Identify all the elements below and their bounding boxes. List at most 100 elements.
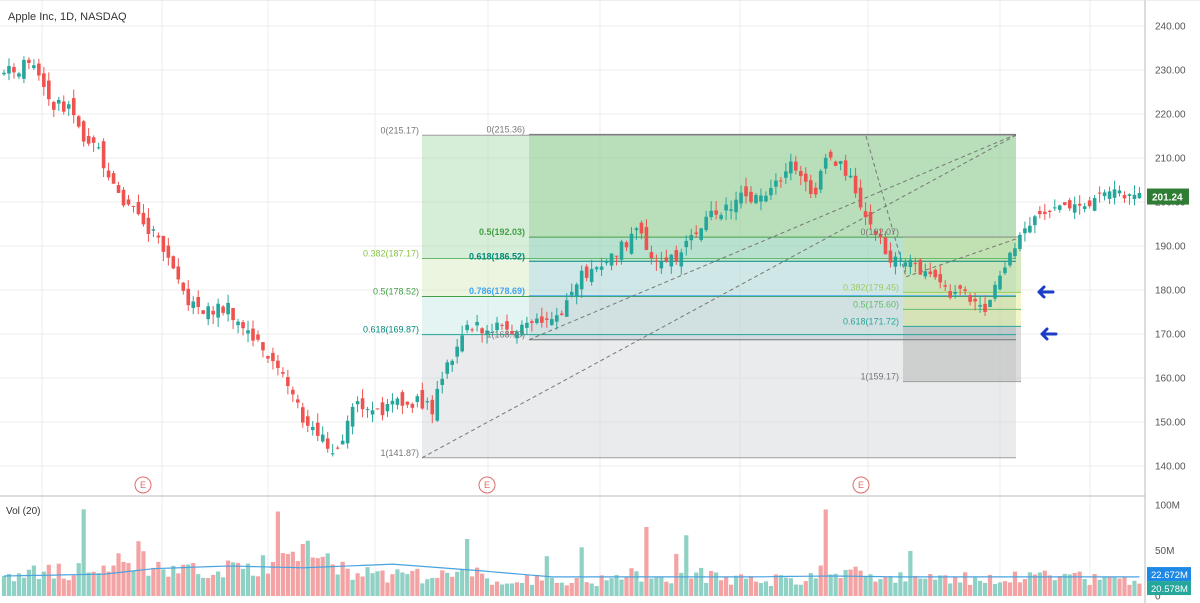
volume-bar [968, 584, 973, 596]
volume-bar [101, 565, 106, 596]
volume-bar [1122, 577, 1127, 596]
candle-body [888, 250, 893, 263]
candle-body [729, 209, 733, 211]
volume-bar [186, 564, 191, 596]
volume-ma-value: 22.672M [1151, 570, 1188, 581]
volume-bar [913, 575, 918, 596]
fib-left-label: 1(141.87) [380, 448, 419, 458]
candle-body [649, 252, 654, 259]
candle-body [480, 328, 484, 334]
candle-body [181, 282, 186, 291]
fib-left-zone [422, 334, 1016, 458]
price-tick-label: 170.00 [1155, 330, 1186, 341]
candle-body [1127, 194, 1132, 196]
volume-bar [943, 575, 948, 596]
volume-bar [614, 574, 619, 596]
volume-bar [275, 511, 280, 596]
volume-bar [938, 575, 943, 596]
candle-body [1062, 202, 1067, 205]
volume-bar [470, 576, 475, 596]
volume-bar [265, 573, 271, 596]
candle-body [724, 204, 728, 211]
volume-bar [728, 584, 734, 596]
fib-right-zone [903, 326, 1021, 382]
candle-body [1043, 211, 1047, 214]
candle-body [1097, 192, 1102, 194]
candle-body [1137, 192, 1142, 199]
candle-body [17, 73, 21, 77]
volume-bar [71, 575, 76, 596]
candle-body [659, 261, 664, 269]
volume-bar [136, 541, 141, 596]
last-price-label: 201.24 [1152, 193, 1183, 204]
candle-body [823, 157, 828, 169]
volume-tick-label: 50M [1155, 546, 1174, 557]
candle-body [1077, 203, 1082, 206]
candle-body [405, 401, 410, 405]
candle-body [569, 291, 574, 296]
volume-moving-average [3, 563, 1140, 578]
candle-body [325, 438, 330, 449]
candle-body [241, 322, 245, 329]
volume-bar [549, 577, 554, 596]
fib-right-label: 1(159.17) [860, 372, 899, 382]
earnings-badge: E [478, 476, 496, 494]
volume-bar [519, 583, 525, 596]
volume-bar [1137, 583, 1142, 596]
candle-body [1107, 191, 1112, 199]
volume-bar [161, 569, 166, 596]
candle-body [201, 310, 205, 314]
volume-bar [6, 573, 12, 596]
volume-bar [465, 539, 470, 596]
volume-bar [151, 567, 156, 596]
fib-left-label: 0.5(178.52) [373, 287, 419, 297]
volume-bar [330, 564, 335, 596]
volume-bar [1107, 577, 1112, 596]
candle-body [629, 233, 634, 254]
volume-bar [1037, 572, 1042, 596]
fib-left-label: 0.382(187.17) [363, 248, 419, 258]
volume-bar [400, 572, 405, 596]
candle-body [843, 160, 848, 176]
volume-bar [390, 574, 395, 596]
volume-bar [908, 550, 913, 596]
candle-body [594, 267, 599, 270]
candle-body [938, 274, 943, 283]
price-axis-labels: 240.00230.00220.00210.00200.00190.00180.… [1147, 22, 1189, 473]
volume-bar [196, 574, 201, 596]
volume-bar [146, 575, 151, 596]
fib-right-label: 0(192.07) [860, 227, 899, 237]
volume-bar [963, 572, 968, 596]
volume-bar [240, 568, 246, 596]
candle-body [101, 141, 106, 169]
volume-bar [748, 576, 754, 596]
volume-bar [206, 578, 211, 596]
volume-bar [888, 575, 893, 596]
candle-body [1008, 252, 1012, 266]
volume-bar [255, 576, 261, 596]
candle-body [166, 245, 171, 258]
volume-bar [430, 577, 435, 596]
candle-body [684, 240, 689, 248]
candle-body [958, 285, 962, 289]
volume-bar [340, 561, 345, 596]
candle-body [206, 306, 210, 320]
volume-bar [499, 584, 505, 596]
volume-bar [624, 576, 629, 596]
volume-bar [126, 563, 131, 596]
candle-body [440, 378, 445, 385]
volume-bar [724, 576, 729, 596]
candle-body [589, 268, 594, 282]
volume-bar [634, 571, 639, 596]
volume-bar [171, 565, 176, 596]
candle-body [953, 292, 957, 294]
candle-body [420, 390, 425, 409]
volume-bar [654, 577, 659, 596]
candle-body [749, 191, 753, 203]
candle-body [47, 80, 51, 100]
volume-bar [1062, 573, 1067, 596]
candle-body [126, 199, 131, 205]
volume-bar [455, 571, 460, 596]
